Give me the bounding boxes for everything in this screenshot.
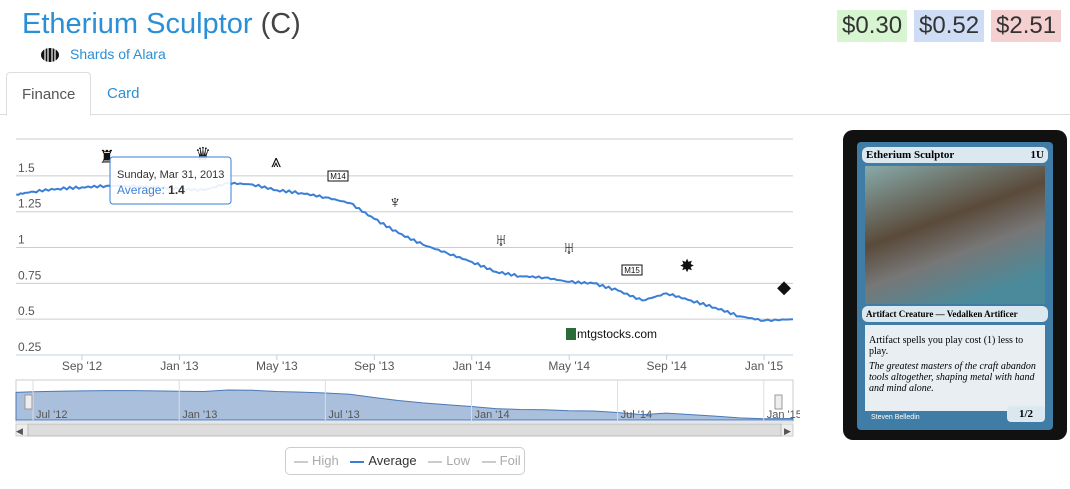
y-tick-label: 1.5 [18, 161, 35, 175]
set-release-icon[interactable]: ✸ [679, 256, 694, 276]
set-link[interactable]: Shards of Alara [40, 46, 166, 63]
svg-text:mtgstocks.com: mtgstocks.com [577, 327, 657, 341]
set-release-icon[interactable]: M15 [621, 264, 643, 276]
svg-text:Average: 1.4: Average: 1.4 [117, 183, 185, 197]
svg-text:M15: M15 [624, 266, 640, 275]
card-image: Etherium Sculptor 1U Artifact Creature — … [843, 130, 1067, 440]
svg-text:Sunday, Mar 31, 2013: Sunday, Mar 31, 2013 [117, 169, 224, 181]
y-tick-label: 1 [18, 233, 25, 247]
x-tick-label: Jan '15 [745, 359, 784, 373]
price-average: $0.52 [914, 10, 985, 42]
chart-legend: High Average Low Foil [285, 447, 525, 475]
tab-card[interactable]: Card [107, 85, 140, 102]
scrollbar-thumb[interactable] [27, 423, 782, 437]
tab-bar: Finance Card [0, 72, 1070, 116]
card-name-bar: Etherium Sculptor 1U [862, 147, 1048, 163]
watermark: mtgstocks.com [566, 327, 657, 341]
svg-text:⩓: ⩓ [271, 151, 281, 171]
x-tick-label: Jan '13 [160, 359, 199, 373]
set-name[interactable]: Shards of Alara [70, 46, 166, 62]
svg-text:♆: ♆ [388, 192, 402, 212]
nav-tick-label: Jan '15 [767, 409, 800, 421]
set-release-icon[interactable]: ◆ [777, 277, 791, 297]
power-toughness: 1/2 [1007, 406, 1045, 422]
y-tick-label: 1.25 [18, 197, 42, 211]
x-tick-label: Sep '14 [646, 359, 687, 373]
card-type: Artifact Creature — Vedalken Artificer [862, 306, 1048, 322]
set-release-icon[interactable]: ♅ [562, 238, 576, 258]
svg-text:◆: ◆ [777, 277, 791, 297]
navigator-right-handle[interactable] [774, 394, 783, 410]
y-tick-label: 0.25 [18, 340, 42, 354]
svg-text:♅: ♅ [562, 238, 576, 258]
x-tick-label: Sep '12 [62, 359, 103, 373]
card-title: Etherium Sculptor (C) [22, 8, 301, 41]
legend-foil[interactable]: Foil [481, 448, 521, 474]
card-art [865, 166, 1045, 304]
rarity: (C) [260, 8, 301, 40]
svg-text:♅: ♅ [494, 230, 508, 250]
legend-average[interactable]: Average [350, 448, 417, 474]
x-tick-label: Jan '14 [453, 359, 492, 373]
card-name: Etherium Sculptor [22, 8, 253, 40]
nav-tick-label: Jan '14 [474, 409, 509, 421]
svg-text:✸: ✸ [679, 256, 694, 276]
scroll-left-arrow[interactable]: ◀ [16, 426, 23, 436]
nav-tick-label: Jul '12 [36, 409, 67, 421]
set-release-icon[interactable]: ♅ [494, 230, 508, 250]
x-tick-label: May '14 [548, 359, 590, 373]
card-text: Artifact spells you play cost (1) less t… [865, 325, 1045, 411]
nav-tick-label: Jul '13 [328, 409, 359, 421]
price-high: $2.51 [991, 10, 1062, 42]
navigator[interactable]: Jul '12 Jan '13 Jul '13 Jan '14 Jul '14 Jan '… [15, 379, 800, 423]
svg-text:M14: M14 [330, 172, 346, 181]
set-release-icon[interactable]: M14 [327, 170, 349, 182]
y-tick-label: 0.5 [18, 304, 35, 318]
legend-high[interactable]: High [294, 448, 339, 474]
card-artist: Steven Belledin [871, 414, 920, 421]
price-chart[interactable]: 0.25 0.5 0.75 1 1.25 1.5 Sep '12 Jan '13 May '13… [0, 120, 800, 450]
x-tick-label: May '13 [256, 359, 298, 373]
nav-tick-label: Jul '14 [621, 409, 652, 421]
scrollbar[interactable]: ◀ ▶ [15, 423, 794, 437]
legend-low[interactable]: Low [428, 448, 470, 474]
tab-finance[interactable]: Finance [6, 72, 92, 116]
scroll-right-arrow[interactable]: ▶ [784, 426, 791, 436]
nav-tick-label: Jan '13 [182, 409, 217, 421]
price-low: $0.30 [837, 10, 908, 42]
shards-of-alara-icon [41, 48, 59, 63]
set-release-icon[interactable]: ⩓ [271, 151, 281, 171]
tooltip: Sunday, Mar 31, 2013 Average: 1.4 [109, 156, 232, 205]
navigator-left-handle[interactable] [24, 394, 33, 410]
x-tick-label: Sep '13 [354, 359, 395, 373]
y-tick-label: 0.75 [18, 268, 42, 282]
set-release-icon[interactable]: ♆ [388, 192, 402, 212]
